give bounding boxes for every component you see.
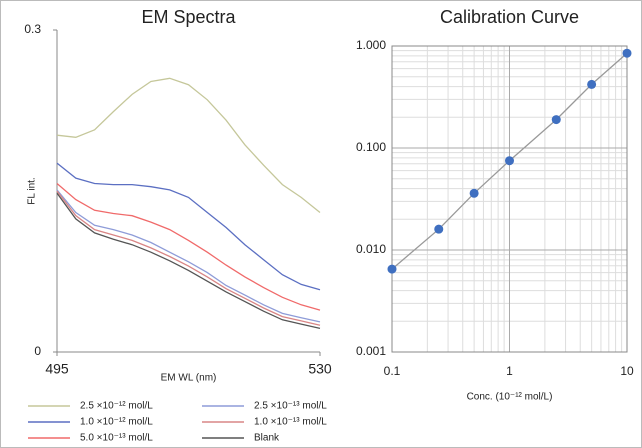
data-point [587, 79, 597, 89]
y-tick-label: 1.000 [356, 38, 386, 52]
x-axis-label: EM WL (nm) [161, 373, 217, 384]
series-line [56, 183, 321, 311]
data-point [551, 115, 561, 125]
series-line [56, 189, 321, 323]
data-point [387, 264, 397, 274]
y-tick-label: 0.001 [356, 344, 386, 358]
data-point [434, 224, 444, 234]
series-line [56, 77, 321, 214]
y-tick-label: 0.100 [356, 140, 386, 154]
chart-title: EM Spectra [141, 7, 236, 27]
legend-label: 5.0 ×10⁻¹³ mol/L [80, 433, 153, 444]
legend-label: Blank [254, 433, 280, 444]
y-tick-label: 0 [34, 344, 41, 358]
x-axis-label: Conc. (10⁻¹² mol/L) [467, 392, 553, 403]
x-tick-label: 0.1 [384, 364, 401, 378]
legend-label: 1.0 ×10⁻¹² mol/L [80, 417, 153, 428]
x-tick-label: 530 [308, 361, 332, 377]
series-line [56, 192, 321, 330]
x-tick-label: 10 [620, 364, 634, 378]
legend-label: 2.5 ×10⁻¹³ mol/L [254, 401, 327, 412]
legend-label: 2.5 ×10⁻¹² mol/L [80, 401, 153, 412]
x-tick-label: 1 [506, 364, 513, 378]
x-tick-label: 495 [45, 361, 69, 377]
legend-label: 1.0 ×10⁻¹³ mol/L [254, 417, 327, 428]
y-axis-label: FL int. [27, 177, 38, 204]
data-point [505, 156, 514, 166]
y-tick-label: 0.010 [356, 242, 386, 256]
series-line [56, 162, 321, 291]
data-point [622, 48, 632, 58]
chart-title: Calibration Curve [440, 7, 579, 27]
plot-frame [391, 45, 628, 353]
data-point [469, 188, 479, 198]
series-line [56, 190, 321, 326]
y-tick-label: 0.3 [24, 22, 41, 36]
